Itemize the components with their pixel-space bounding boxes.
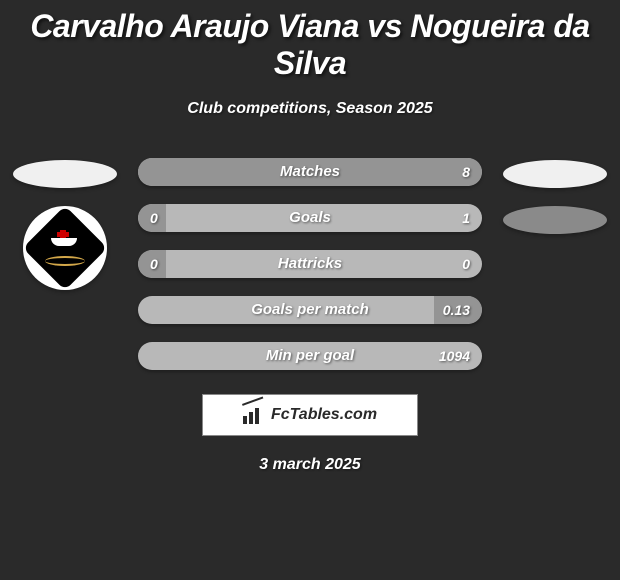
club-logo-placeholder-right bbox=[503, 206, 607, 234]
stat-value-right: 1 bbox=[462, 204, 470, 232]
stat-value-right: 8 bbox=[462, 158, 470, 186]
main-row: Matches 8 0 Goals 1 0 Hattricks 0 bbox=[0, 158, 620, 370]
vasco-logo-icon bbox=[23, 206, 108, 291]
stat-label: Min per goal bbox=[138, 342, 482, 370]
left-player-col bbox=[10, 158, 120, 290]
page-title: Carvalho Araujo Viana vs Nogueira da Sil… bbox=[0, 8, 620, 82]
stat-bar-goals-per-match: Goals per match 0.13 bbox=[138, 296, 482, 324]
stat-bar-matches: Matches 8 bbox=[138, 158, 482, 186]
stat-bar-goals: 0 Goals 1 bbox=[138, 204, 482, 232]
stat-label: Goals per match bbox=[138, 296, 482, 324]
stat-bar-hattricks: 0 Hattricks 0 bbox=[138, 250, 482, 278]
right-player-col bbox=[500, 158, 610, 234]
comparison-card: Carvalho Araujo Viana vs Nogueira da Sil… bbox=[0, 0, 620, 474]
brand-link[interactable]: FcTables.com bbox=[202, 394, 418, 436]
player-photo-placeholder-right bbox=[503, 160, 607, 188]
player-photo-placeholder-left bbox=[13, 160, 117, 188]
stat-label: Hattricks bbox=[138, 250, 482, 278]
stat-label: Goals bbox=[138, 204, 482, 232]
stat-label: Matches bbox=[138, 158, 482, 186]
date-label: 3 march 2025 bbox=[0, 456, 620, 474]
bar-chart-icon bbox=[243, 406, 265, 424]
brand-label: FcTables.com bbox=[271, 406, 377, 424]
subtitle: Club competitions, Season 2025 bbox=[0, 100, 620, 118]
stats-column: Matches 8 0 Goals 1 0 Hattricks 0 bbox=[138, 158, 482, 370]
stat-value-right: 1094 bbox=[439, 342, 470, 370]
stat-value-right: 0 bbox=[462, 250, 470, 278]
club-logo-left bbox=[23, 206, 107, 290]
stat-value-right: 0.13 bbox=[443, 296, 470, 324]
stat-bar-min-per-goal: Min per goal 1094 bbox=[138, 342, 482, 370]
